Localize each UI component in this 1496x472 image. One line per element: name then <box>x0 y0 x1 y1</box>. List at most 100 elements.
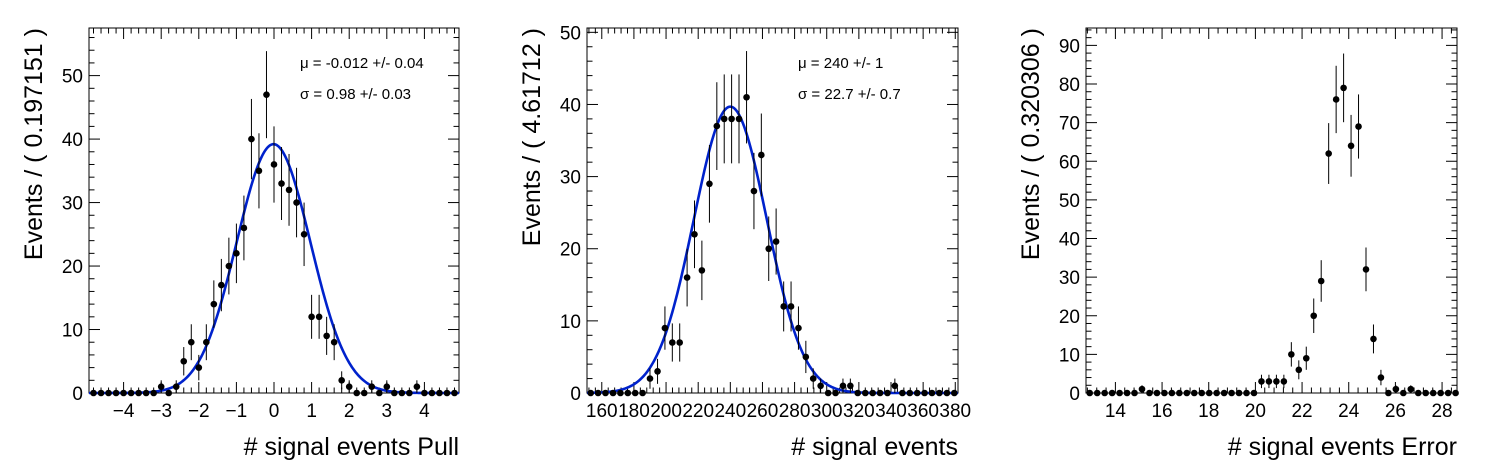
data-point <box>884 389 891 397</box>
data-point <box>1347 142 1355 150</box>
data-point <box>1116 389 1123 397</box>
x-tick-label: 280 <box>779 401 811 422</box>
data-point <box>120 389 127 397</box>
x-axis-label: # signal events <box>791 433 958 461</box>
data-point <box>443 389 451 397</box>
data-point <box>750 187 758 195</box>
y-tick-label: 10 <box>62 321 83 342</box>
data-point <box>1407 385 1415 393</box>
data-point <box>1317 277 1325 285</box>
data-point <box>406 389 413 397</box>
data-point <box>809 375 817 382</box>
data-point <box>1176 389 1183 397</box>
chart-panel-signal-events: 160 180 200 220 240 260 280 300 320 340 360 380 0 10 2… <box>518 23 971 461</box>
x-tick-label: 18 <box>1198 401 1219 422</box>
data-point <box>1310 312 1318 320</box>
data-point <box>187 338 195 346</box>
x-tick-label: 16 <box>1151 401 1172 422</box>
data-point <box>323 332 330 340</box>
data-point <box>943 389 951 397</box>
y-tick-label: 50 <box>560 23 581 44</box>
data-point <box>391 389 398 397</box>
data-point <box>90 389 97 397</box>
x-tick-label: 220 <box>682 401 714 422</box>
data-point <box>824 389 832 397</box>
data-point <box>906 389 914 397</box>
data-point <box>398 389 406 397</box>
x-tick-label: 240 <box>714 401 746 422</box>
data-point <box>587 389 594 397</box>
data-point <box>1429 389 1437 397</box>
fit-parameter-text: σ = 22.7 +/- 0.7 <box>798 86 901 103</box>
x-tick-label: 260 <box>747 401 779 422</box>
data-point <box>899 389 906 397</box>
data-point <box>225 262 233 270</box>
chart-panel-signal-events-error: 14 16 18 20 22 24 26 28 0 10 20 30 40 50 60 70 80 90 # sig… <box>1017 27 1459 461</box>
x-tick-label: 200 <box>650 401 682 422</box>
data-point <box>1146 389 1153 397</box>
data-point <box>624 389 632 397</box>
data-point <box>172 383 180 390</box>
x-tick-label: 300 <box>811 401 843 422</box>
data-point <box>713 122 721 130</box>
data-point <box>1205 389 1213 397</box>
data-point <box>135 389 142 397</box>
data-point <box>233 250 240 257</box>
y-tick-label: 60 <box>1059 152 1080 173</box>
data-point <box>1452 389 1459 397</box>
x-tick-label: 24 <box>1338 401 1360 422</box>
data-point <box>1131 389 1138 397</box>
x-tick-label: 14 <box>1105 401 1127 422</box>
data-point <box>758 151 765 159</box>
data-point <box>315 313 323 321</box>
x-tick-label: 180 <box>618 401 650 422</box>
data-point <box>780 303 787 310</box>
data-point <box>869 389 876 397</box>
data-point <box>847 382 854 390</box>
data-point <box>180 357 188 365</box>
data-point <box>1422 389 1430 397</box>
data-point <box>802 353 810 361</box>
data-point <box>1392 385 1400 393</box>
x-tick-label: 320 <box>843 401 875 422</box>
data-point <box>1138 385 1146 393</box>
y-tick-label: 20 <box>1059 307 1080 328</box>
plot-frame <box>586 27 959 394</box>
y-tick-label: 20 <box>62 257 83 278</box>
data-point <box>1190 389 1198 397</box>
x-tick-label: 20 <box>1245 401 1266 422</box>
data-point <box>263 91 270 98</box>
data-point <box>1235 389 1243 397</box>
data-point <box>1340 84 1347 92</box>
data-point <box>765 245 773 253</box>
data-point <box>240 224 248 232</box>
data-point <box>383 383 391 390</box>
data-point <box>913 389 921 397</box>
data-point <box>921 389 928 397</box>
data-point <box>1228 389 1235 397</box>
data-point <box>1258 378 1265 385</box>
y-tick-label: 40 <box>560 95 581 116</box>
data-point <box>795 324 802 332</box>
data-point <box>1377 374 1385 381</box>
data-point <box>1444 389 1452 397</box>
y-tick-label: 10 <box>560 312 581 333</box>
data-point <box>646 375 654 382</box>
x-tick-label: 28 <box>1431 401 1452 422</box>
y-tick-label: 0 <box>1069 384 1080 405</box>
data-point <box>1153 389 1161 397</box>
data-point <box>1280 378 1288 385</box>
data-point <box>787 303 795 310</box>
y-tick-label: 20 <box>560 240 581 261</box>
y-tick-label: 10 <box>1059 345 1080 366</box>
x-tick-label: 3 <box>382 401 393 422</box>
data-point <box>669 339 676 346</box>
y-axis-label: Events / ( 0.197151 ) <box>20 28 48 260</box>
data-point <box>248 135 255 143</box>
y-tick-label: 70 <box>1059 114 1080 135</box>
data-point <box>255 167 263 175</box>
data-point <box>832 389 839 397</box>
data-point <box>157 383 165 390</box>
data-point <box>338 377 345 384</box>
